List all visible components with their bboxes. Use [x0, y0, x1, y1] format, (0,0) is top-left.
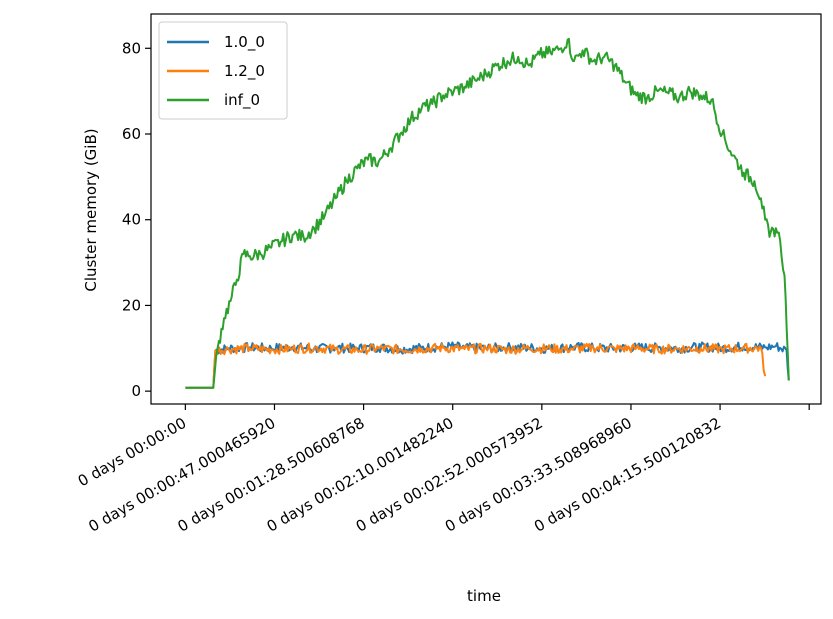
legend-label-1.2_0: 1.2_0 [224, 62, 265, 81]
legend-label-inf_0: inf_0 [224, 91, 260, 110]
y-tick-label: 20 [122, 296, 141, 314]
y-axis: 0 20 40 60 80 [122, 39, 151, 400]
legend-frame [158, 21, 288, 120]
x-axis-label: time [467, 587, 501, 605]
y-tick-label: 60 [122, 125, 141, 143]
y-tick-label: 80 [122, 39, 141, 57]
y-axis-label: Cluster memory (GiB) [82, 128, 100, 291]
series-line-inf_0 [185, 37, 790, 389]
legend: 1.0_0 1.2_0 inf_0 [158, 21, 288, 120]
y-tick-label: 0 [131, 382, 141, 400]
series-line-1.2_0 [185, 342, 767, 389]
legend-label-1.0_0: 1.0_0 [224, 33, 265, 52]
series-layer [185, 37, 790, 389]
plot-frame [150, 13, 822, 405]
y-tick-label: 40 [122, 211, 141, 229]
